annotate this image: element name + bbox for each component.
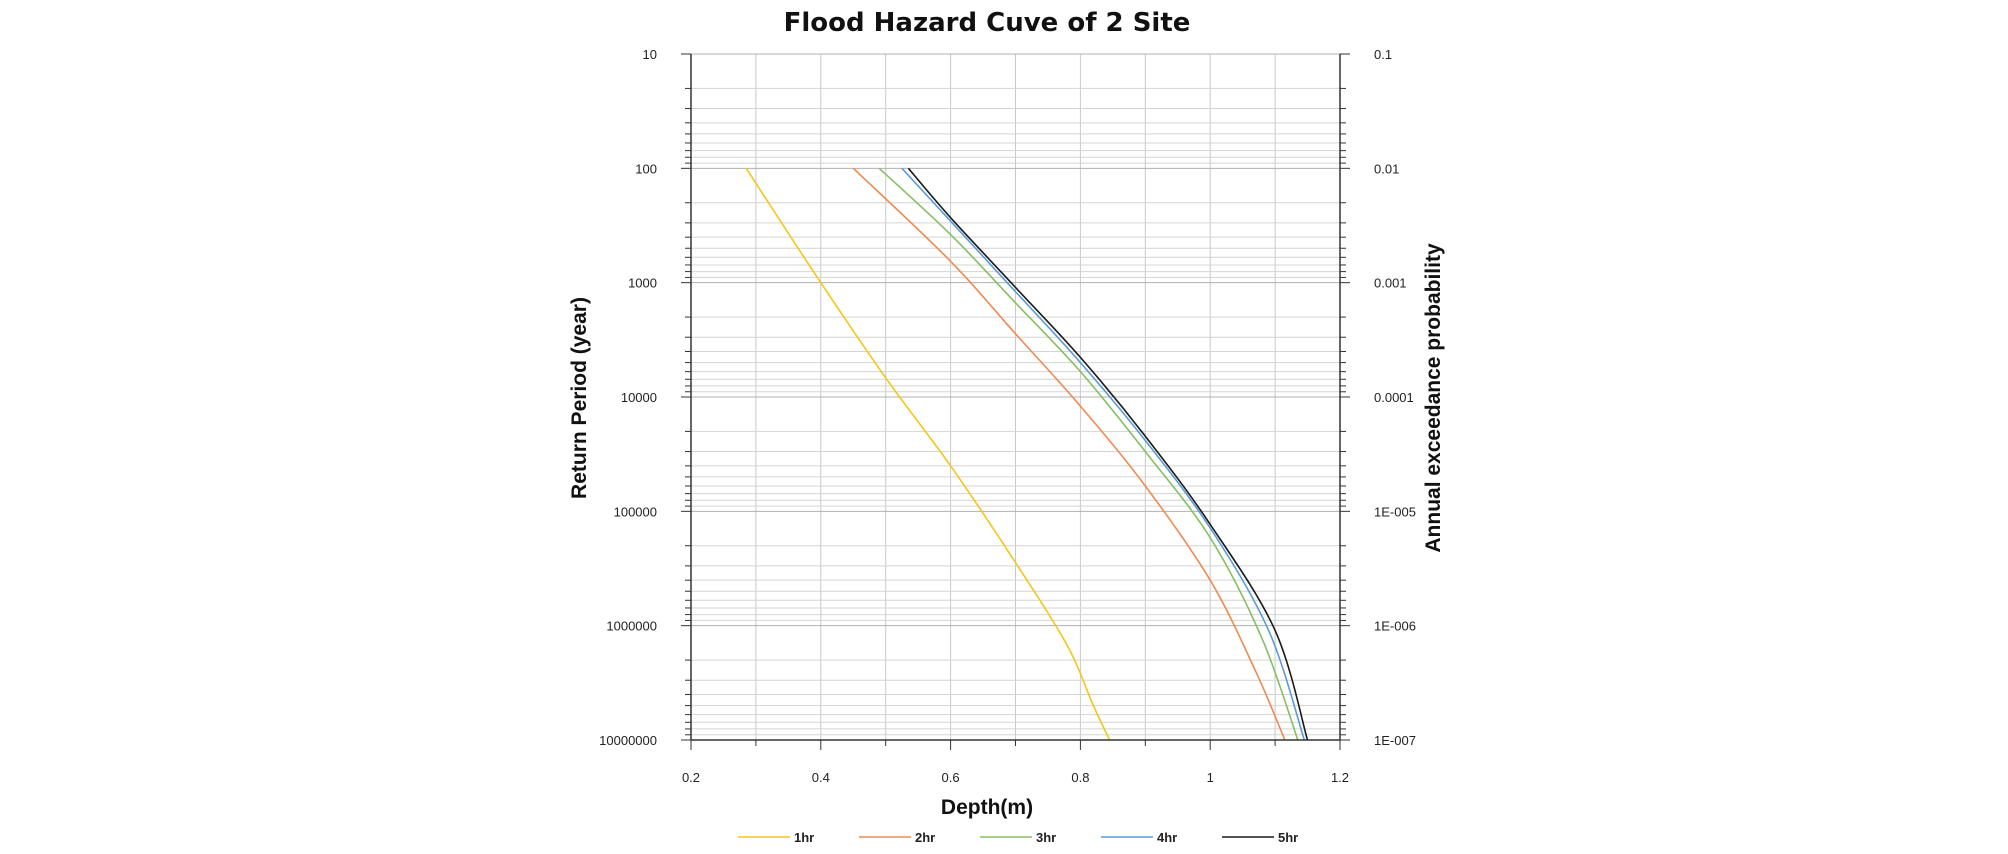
y-tick-label: 100 bbox=[635, 161, 657, 176]
x-tick-label: 1 bbox=[1207, 770, 1214, 785]
series-line-5hr bbox=[907, 167, 1309, 741]
y2-tick-label: 0.1 bbox=[1374, 47, 1392, 62]
y-axis-label: Return Period (year) bbox=[568, 297, 591, 499]
legend-label-1hr: 1hr bbox=[794, 830, 814, 845]
series-line-1hr bbox=[745, 167, 1111, 741]
y-tick-label: 100000 bbox=[614, 504, 657, 519]
y2-tick-label: 0.001 bbox=[1374, 276, 1407, 291]
axes bbox=[681, 53, 1350, 750]
x-axis-label: Depth(m) bbox=[941, 796, 1033, 819]
y-tick-label: 10 bbox=[643, 47, 657, 62]
x-tick-label: 0.6 bbox=[942, 770, 960, 785]
tick-labels: 0.2 0.4 0.6 0.8 1 1.2 10 100 1000 10000 100000 1000… bbox=[599, 47, 1416, 785]
y2-axis-label: Annual exceedance probability bbox=[1422, 243, 1445, 553]
x-tick-label: 0.4 bbox=[812, 770, 830, 785]
legend-label-2hr: 2hr bbox=[915, 830, 935, 845]
series-line-3hr bbox=[878, 167, 1299, 741]
series-line-2hr bbox=[852, 167, 1286, 741]
y2-tick-label: 0.0001 bbox=[1374, 390, 1414, 405]
legend-label-4hr: 4hr bbox=[1157, 830, 1177, 845]
x-tick-label: 0.2 bbox=[682, 770, 700, 785]
series-line-4hr bbox=[901, 167, 1306, 741]
x-tick-label: 1.2 bbox=[1331, 770, 1349, 785]
x-tick-label: 0.8 bbox=[1071, 770, 1089, 785]
legend: 1hr 2hr 3hr 4hr 5hr bbox=[738, 830, 1298, 845]
grid bbox=[690, 53, 1341, 741]
legend-label-3hr: 3hr bbox=[1036, 830, 1056, 845]
y-tick-label: 1000 bbox=[628, 276, 657, 291]
y-tick-label: 10000 bbox=[621, 390, 657, 405]
y2-tick-label: 0.01 bbox=[1374, 161, 1399, 176]
series-layer bbox=[745, 167, 1309, 741]
y-tick-label: 1000000 bbox=[606, 619, 657, 634]
legend-label-5hr: 5hr bbox=[1278, 830, 1298, 845]
y-tick-label: 10000000 bbox=[599, 733, 657, 748]
y2-tick-label: 1E-005 bbox=[1374, 504, 1416, 519]
y2-tick-label: 1E-006 bbox=[1374, 619, 1416, 634]
chart-title: Flood Hazard Cuve of 2 Site bbox=[784, 8, 1191, 38]
y2-tick-label: 1E-007 bbox=[1374, 733, 1416, 748]
